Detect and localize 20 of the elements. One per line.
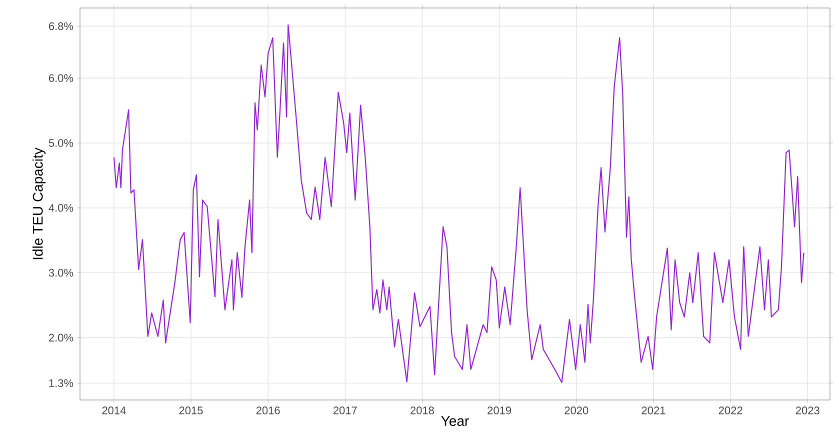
x-tick-label: 2021 bbox=[642, 406, 666, 414]
y-tick-label: 6.0% bbox=[48, 74, 74, 82]
x-tick-label: 2017 bbox=[333, 406, 357, 414]
line-series bbox=[113, 24, 804, 384]
y-axis-title: Idle TEU Capacity bbox=[32, 148, 46, 260]
y-tick-label: 3.0% bbox=[48, 268, 74, 277]
y-tick-label: 2.0% bbox=[48, 334, 74, 342]
x-tick-label: 2020 bbox=[564, 406, 588, 414]
x-tick-label: 2022 bbox=[718, 406, 742, 414]
x-tick-label: 2023 bbox=[796, 406, 820, 414]
x-tick-label: 2019 bbox=[488, 406, 512, 414]
y-tick-label: 1.3% bbox=[49, 379, 74, 388]
y-tick-label: 4.0% bbox=[48, 204, 74, 212]
x-axis-title: Year bbox=[441, 416, 469, 426]
x-tick-label: 2015 bbox=[179, 406, 203, 414]
x-tick-label: 2014 bbox=[102, 406, 126, 414]
y-tick-label: 6.8% bbox=[48, 22, 74, 30]
y-tick-label: 5.0% bbox=[48, 139, 74, 147]
x-tick-label: 2016 bbox=[256, 406, 280, 414]
x-tick-label: 2018 bbox=[410, 406, 434, 414]
